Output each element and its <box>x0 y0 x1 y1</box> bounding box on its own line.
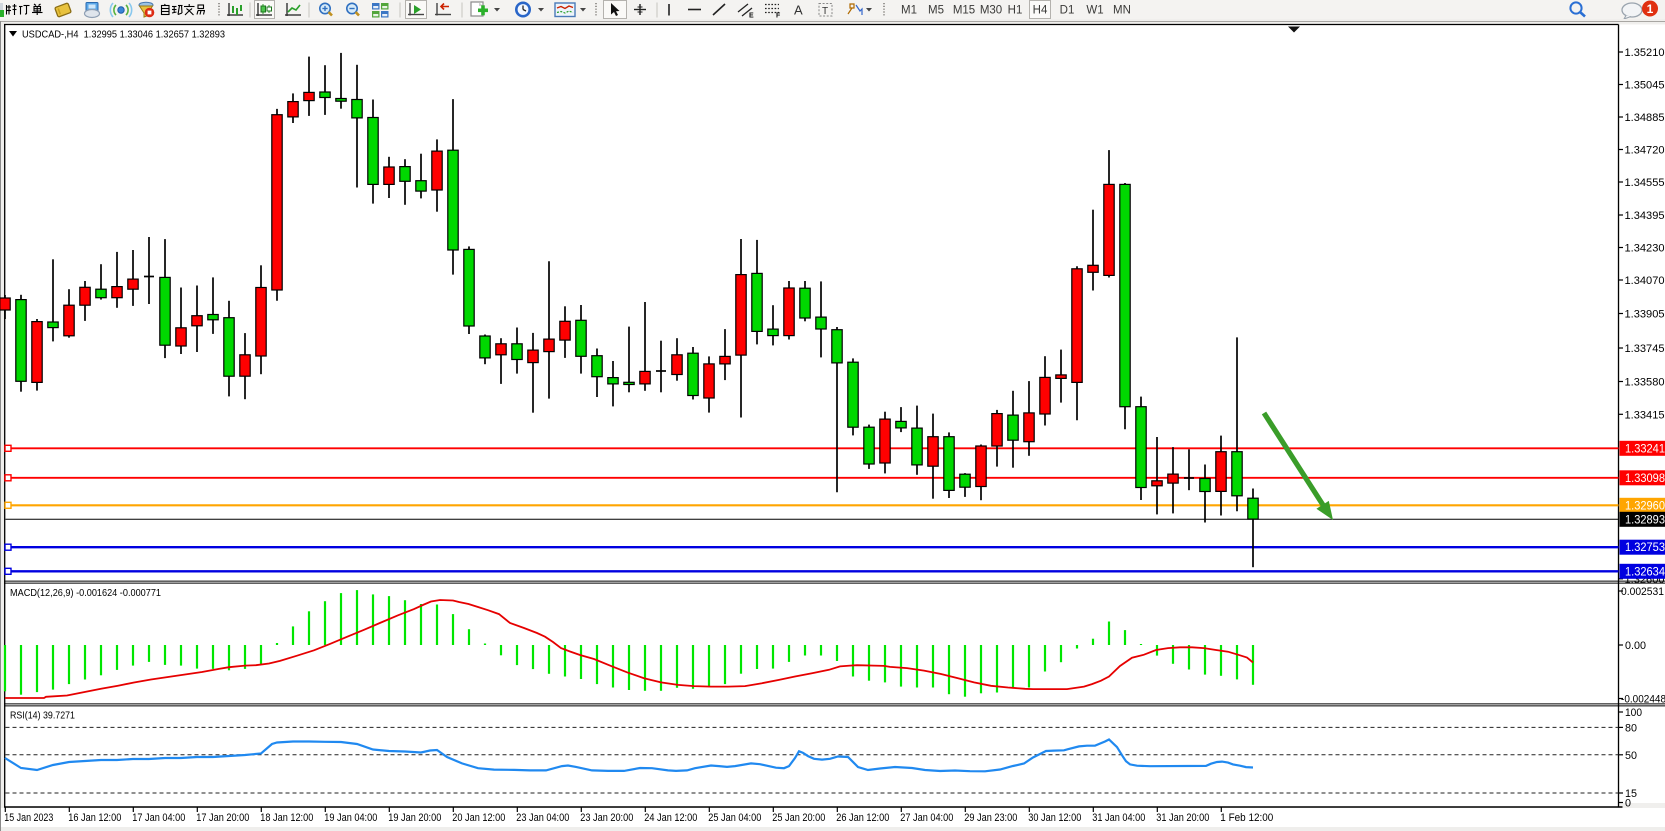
svg-text:27 Jan 04:00: 27 Jan 04:00 <box>900 812 953 824</box>
svg-text:1.32753: 1.32753 <box>1625 542 1665 554</box>
svg-text:1.34885: 1.34885 <box>1625 112 1665 124</box>
svg-text:31 Jan 20:00: 31 Jan 20:00 <box>1156 812 1209 824</box>
svg-text:H4: H4 <box>1033 5 1048 17</box>
svg-text:T: T <box>822 6 828 17</box>
svg-text:1.35210: 1.35210 <box>1625 47 1665 59</box>
svg-text:16 Jan 12:00: 16 Jan 12:00 <box>68 812 121 824</box>
svg-text:1.32893: 1.32893 <box>1625 514 1665 526</box>
svg-text:1.34720: 1.34720 <box>1625 145 1665 157</box>
svg-text:USDCAD-,H4 1.32995 1.33046 1.: USDCAD-,H4 1.32995 1.33046 1.32657 1.328… <box>22 29 225 41</box>
svg-text:H1: H1 <box>1008 5 1023 17</box>
svg-text:80: 80 <box>1625 722 1637 734</box>
svg-text:RSI(14) 39.7271: RSI(14) 39.7271 <box>10 710 75 722</box>
svg-text:A: A <box>794 3 803 18</box>
svg-text:17 Jan 20:00: 17 Jan 20:00 <box>196 812 249 824</box>
svg-text:1.34555: 1.34555 <box>1625 177 1665 189</box>
svg-text:1.35045: 1.35045 <box>1625 80 1665 92</box>
svg-text:25 Jan 04:00: 25 Jan 04:00 <box>708 812 761 824</box>
svg-text:0.002531: 0.002531 <box>1621 586 1664 598</box>
svg-text:F: F <box>776 13 781 20</box>
svg-text:M15: M15 <box>953 5 975 17</box>
svg-text:0: 0 <box>1625 798 1631 810</box>
svg-text:15 Jan 2023: 15 Jan 2023 <box>4 812 53 824</box>
svg-text:1.34230: 1.34230 <box>1625 243 1665 255</box>
svg-text:1.32634: 1.32634 <box>1625 566 1665 578</box>
svg-text:18 Jan 12:00: 18 Jan 12:00 <box>260 812 313 824</box>
svg-text:M30: M30 <box>980 5 1002 17</box>
svg-text:100: 100 <box>1625 707 1642 719</box>
svg-text:1.34070: 1.34070 <box>1625 275 1665 287</box>
svg-text:24 Jan 12:00: 24 Jan 12:00 <box>644 812 697 824</box>
svg-text:0.00: 0.00 <box>1625 640 1646 652</box>
svg-text:1.33580: 1.33580 <box>1625 377 1665 389</box>
svg-text:1.32960: 1.32960 <box>1625 500 1665 512</box>
svg-text:20 Jan 12:00: 20 Jan 12:00 <box>452 812 505 824</box>
svg-text:17 Jan 04:00: 17 Jan 04:00 <box>132 812 185 824</box>
svg-text:1.33905: 1.33905 <box>1625 309 1665 321</box>
svg-text:M1: M1 <box>901 5 917 17</box>
svg-text:1.33745: 1.33745 <box>1625 343 1665 355</box>
svg-text:23 Jan 04:00: 23 Jan 04:00 <box>516 812 569 824</box>
svg-text:M5: M5 <box>928 5 944 17</box>
svg-text:19 Jan 20:00: 19 Jan 20:00 <box>388 812 441 824</box>
svg-text:MACD(12,26,9) -0.001624 -0.000: MACD(12,26,9) -0.001624 -0.000771 <box>10 587 161 599</box>
svg-text:29 Jan 23:00: 29 Jan 23:00 <box>964 812 1017 824</box>
svg-text:23 Jan 20:00: 23 Jan 20:00 <box>580 812 633 824</box>
svg-text:1: 1 <box>1647 2 1654 16</box>
svg-text:W1: W1 <box>1086 5 1103 17</box>
svg-text:15: 15 <box>1625 788 1637 800</box>
svg-text:30 Jan 12:00: 30 Jan 12:00 <box>1028 812 1081 824</box>
svg-text:1.33415: 1.33415 <box>1625 409 1665 421</box>
svg-text:50: 50 <box>1625 750 1637 762</box>
svg-text:D1: D1 <box>1060 5 1075 17</box>
svg-text:1 Feb 12:00: 1 Feb 12:00 <box>1220 812 1273 824</box>
svg-text:26 Jan 12:00: 26 Jan 12:00 <box>836 812 889 824</box>
svg-text:-0.002448: -0.002448 <box>1621 694 1665 706</box>
svg-text:25 Jan 20:00: 25 Jan 20:00 <box>772 812 825 824</box>
svg-text:1.34395: 1.34395 <box>1625 210 1665 222</box>
svg-text:19 Jan 04:00: 19 Jan 04:00 <box>324 812 377 824</box>
svg-text:31 Jan 04:00: 31 Jan 04:00 <box>1092 812 1145 824</box>
svg-text:MN: MN <box>1113 5 1131 17</box>
svg-text:E: E <box>749 13 754 20</box>
svg-text:1.33241: 1.33241 <box>1625 443 1665 455</box>
svg-text:1.33098: 1.33098 <box>1625 473 1665 485</box>
